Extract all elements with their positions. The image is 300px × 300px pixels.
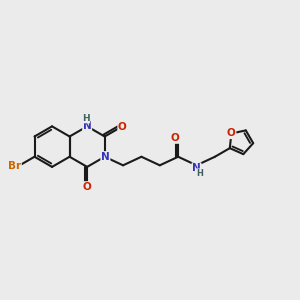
Text: H: H xyxy=(82,114,90,123)
Text: H: H xyxy=(196,169,203,178)
Text: O: O xyxy=(227,128,236,139)
Text: N: N xyxy=(101,152,110,162)
Text: Br: Br xyxy=(8,161,21,171)
Text: O: O xyxy=(118,122,127,131)
Text: O: O xyxy=(83,182,92,192)
Text: N: N xyxy=(83,122,92,131)
Text: O: O xyxy=(170,133,179,143)
Text: N: N xyxy=(192,163,201,173)
